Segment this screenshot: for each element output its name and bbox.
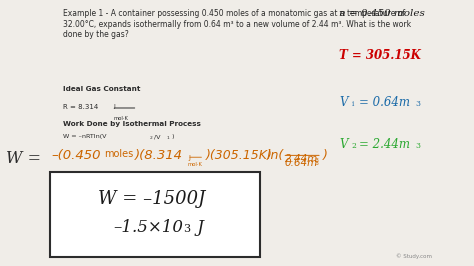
Text: V: V bbox=[339, 138, 348, 151]
Text: W =: W = bbox=[6, 150, 41, 167]
Text: /V: /V bbox=[154, 134, 161, 139]
Text: n = 0.450 moles: n = 0.450 moles bbox=[339, 9, 425, 18]
Text: ): ) bbox=[171, 134, 174, 139]
Text: 0.64m: 0.64m bbox=[284, 158, 318, 168]
Text: Work Done by Isothermal Process: Work Done by Isothermal Process bbox=[63, 121, 201, 127]
Text: moles: moles bbox=[105, 149, 134, 159]
Text: )(8.314: )(8.314 bbox=[135, 149, 183, 162]
Text: 3: 3 bbox=[415, 100, 420, 108]
Text: Example 1 - A container possessing 0.450 moles of a monatomic gas at a temperatu: Example 1 - A container possessing 0.450… bbox=[63, 9, 411, 39]
Text: = 2.44m: = 2.44m bbox=[359, 138, 410, 151]
Text: © Study.com: © Study.com bbox=[396, 254, 432, 259]
Text: V: V bbox=[339, 96, 348, 109]
Text: 2: 2 bbox=[150, 136, 153, 140]
Text: R = 8.314: R = 8.314 bbox=[63, 104, 100, 110]
Text: mol·K: mol·K bbox=[113, 116, 128, 121]
Text: J: J bbox=[192, 219, 204, 236]
Text: T = 305.15K: T = 305.15K bbox=[339, 49, 421, 62]
Text: J: J bbox=[188, 155, 190, 161]
Text: ln(: ln( bbox=[263, 149, 283, 162]
Text: mol·K: mol·K bbox=[188, 163, 203, 168]
Text: 1: 1 bbox=[167, 136, 170, 140]
Text: = 0.64m: = 0.64m bbox=[359, 96, 410, 109]
Text: Ideal Gas Constant: Ideal Gas Constant bbox=[63, 86, 140, 92]
Text: J: J bbox=[113, 104, 123, 109]
Text: )(305.15K): )(305.15K) bbox=[206, 149, 273, 162]
Text: –(0.450: –(0.450 bbox=[52, 149, 101, 162]
Text: 3: 3 bbox=[415, 143, 420, 151]
Text: 2: 2 bbox=[352, 142, 356, 150]
Text: 3: 3 bbox=[314, 158, 319, 163]
Text: W = –1500J: W = –1500J bbox=[98, 190, 205, 207]
Text: i: i bbox=[352, 100, 354, 108]
Text: W = –nRTln(V: W = –nRTln(V bbox=[63, 134, 106, 139]
Text: –1.5×10: –1.5×10 bbox=[113, 219, 183, 236]
Text: 2.44m: 2.44m bbox=[284, 154, 318, 164]
Text: 3: 3 bbox=[183, 224, 191, 234]
Text: ): ) bbox=[323, 149, 328, 162]
Text: 3: 3 bbox=[314, 161, 319, 167]
FancyBboxPatch shape bbox=[50, 172, 260, 257]
